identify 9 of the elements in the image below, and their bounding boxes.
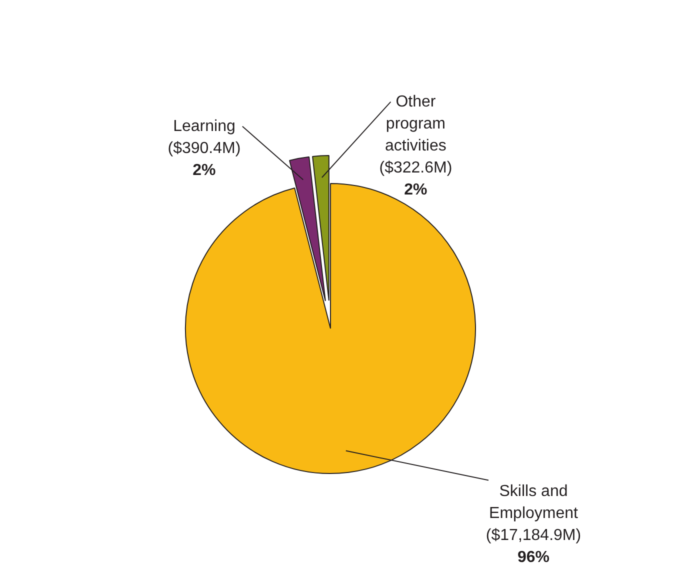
text: 2% xyxy=(404,181,428,198)
data-label: ($390.4M) xyxy=(168,140,241,157)
data-label: ($322.6M) xyxy=(379,159,452,176)
slice-label: Skills and Employment xyxy=(489,482,579,522)
data-label: ($17,184.9M) xyxy=(486,526,582,544)
slice-label: Learning xyxy=(173,118,236,135)
text: 2% xyxy=(192,162,216,179)
text: 96% xyxy=(517,548,550,566)
slice-label: Other program activities xyxy=(385,93,446,154)
